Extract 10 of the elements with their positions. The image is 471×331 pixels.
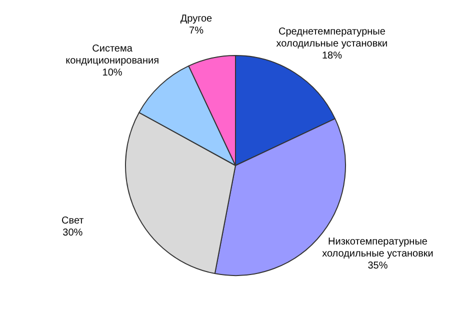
slice-label: Свет bbox=[62, 216, 84, 227]
data-label: 10% bbox=[102, 67, 122, 78]
data-label: 35% bbox=[368, 260, 388, 272]
slice-label: Система кондиционирования bbox=[66, 43, 159, 66]
slice-label: Другое bbox=[180, 14, 213, 25]
data-label: 7% bbox=[189, 26, 204, 37]
data-label: 18% bbox=[322, 50, 342, 62]
slice-label: Среднетемпературные холодильные установки bbox=[276, 26, 388, 50]
data-label: 30% bbox=[62, 228, 83, 239]
slice-label: Низкотемпературные холодильные установки bbox=[322, 236, 434, 260]
